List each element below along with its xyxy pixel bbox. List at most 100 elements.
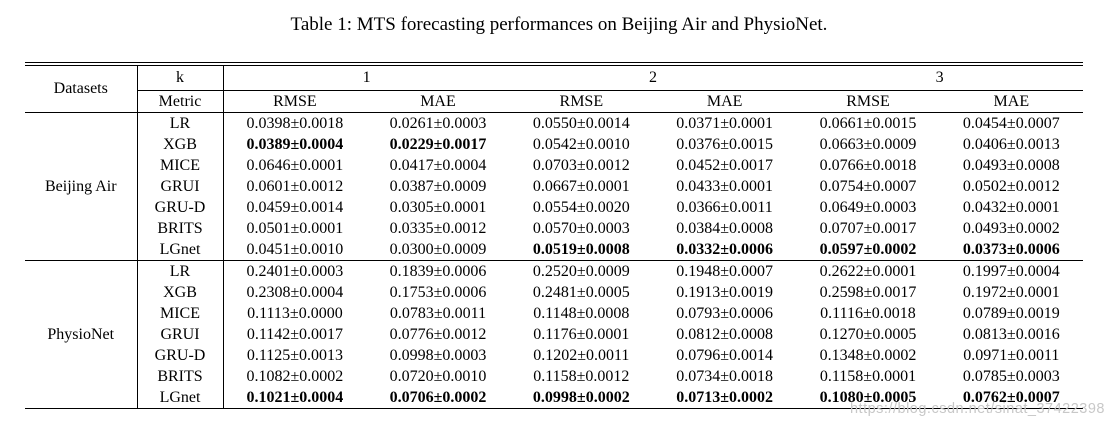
value-cell: 0.0703±0.0012 [532,157,630,174]
method-label: LGnet [137,239,224,261]
col-header-mae-k3: MAE [939,90,1083,113]
value-cell: 0.0432±0.0001 [962,199,1060,216]
value-cell: 0.2520±0.0009 [532,263,630,280]
results-table: Datasets k 1 2 3 Metric RMSE MAE RMSE MA… [25,62,1083,409]
value-cell: 0.0398±0.0018 [246,115,344,132]
value-cell: 0.0554±0.0020 [532,199,630,216]
value-cell: 0.0796±0.0014 [676,347,774,364]
col-header-rmse-k2: RMSE [509,90,653,113]
value-cell: 0.1202±0.0011 [533,347,630,364]
method-label: BRITS [137,366,224,387]
value-cell: 0.0493±0.0008 [962,157,1060,174]
value-cell: 0.0519±0.0008 [509,239,653,261]
value-cell: 0.0493±0.0002 [962,220,1060,237]
value-cell: 0.0300±0.0009 [366,239,510,261]
watermark-text: https://blog.csdn.net/sinat_37422398 [849,401,1105,417]
value-cell: 0.0766±0.0018 [819,157,917,174]
k-group-1-header: 1 [223,64,510,91]
section-beijing-air: Beijing Air LR 0.0398±0.0018 0.0261±0.0003 0… [25,112,1083,261]
value-cell: 0.1348±0.0002 [819,347,917,364]
value-cell: 0.0451±0.0010 [223,239,367,261]
method-label: XGB [137,134,224,155]
value-cell: 0.0417±0.0004 [389,157,487,174]
value-cell: 0.0713±0.0002 [652,387,797,409]
table-row: GRU-D 0.1125±0.0013 0.0998±0.0003 0.1202±0.… [25,345,1083,366]
value-cell: 0.0663±0.0009 [819,136,917,153]
value-cell: 0.1997±0.0004 [962,263,1060,280]
method-label: MICE [137,155,224,176]
k-group-3-header: 3 [796,64,1083,91]
method-label: GRU-D [137,345,224,366]
value-cell: 0.0597±0.0002 [796,239,940,261]
value-cell: 0.0783±0.0011 [389,305,487,322]
col-header-datasets: Datasets [25,64,138,113]
value-cell: 0.0785±0.0003 [962,368,1060,385]
table-row: LGnet 0.1021±0.0004 0.0706±0.0002 0.0998±0.… [25,387,1083,409]
value-cell: 0.0776±0.0012 [389,326,487,343]
header-row-k: Datasets k 1 2 3 [25,64,1083,113]
dataset-label: Beijing Air [25,112,138,261]
value-cell: 0.0754±0.0007 [819,178,917,195]
section-physionet: PhysioNet LR 0.2401±0.0003 0.1839±0.0006 0.2… [25,260,1083,409]
value-cell: 0.0550±0.0014 [532,115,630,132]
value-cell: 0.0971±0.0011 [963,347,1060,364]
value-cell: 0.0998±0.0002 [509,387,653,409]
value-cell: 0.0459±0.0014 [246,199,344,216]
table-row: GRU-D 0.0459±0.0014 0.0305±0.0001 0.0554±0.… [25,197,1083,218]
value-cell: 0.0384±0.0008 [676,220,774,237]
value-cell: 0.0371±0.0001 [676,115,774,132]
value-cell: 0.0667±0.0001 [532,178,630,195]
value-cell: 0.0812±0.0008 [676,326,774,343]
value-cell: 0.0454±0.0007 [962,115,1060,132]
value-cell: 0.1839±0.0006 [389,263,487,280]
value-cell: 0.0707±0.0017 [819,220,917,237]
method-label: LGnet [137,387,224,409]
method-label: LR [137,112,224,134]
value-cell: 0.1158±0.0012 [533,368,630,385]
value-cell: 0.1116±0.0018 [820,305,916,322]
method-label: LR [137,260,224,282]
value-cell: 0.0502±0.0012 [962,178,1060,195]
col-header-k: k [137,64,224,91]
value-cell: 0.0373±0.0006 [939,239,1083,261]
value-cell: 0.2598±0.0017 [819,284,917,301]
header-row-metric: Metric RMSE MAE RMSE MAE RMSE MAE [25,90,1083,113]
table-row: PhysioNet LR 0.2401±0.0003 0.1839±0.0006 0.2… [25,260,1083,409]
value-cell: 0.0789±0.0019 [962,305,1060,322]
value-cell: 0.0646±0.0001 [246,157,344,174]
dataset-label: PhysioNet [25,260,138,409]
table-row: GRUI 0.1142±0.0017 0.0776±0.0012 0.1176±0.0… [25,324,1083,345]
table-row: MICE 0.1113±0.0000 0.0783±0.0011 0.1148±0.0… [25,303,1083,324]
value-cell: 0.0406±0.0013 [962,136,1060,153]
table-row: Beijing Air LR 0.0398±0.0018 0.0261±0.0003 0… [25,112,1083,261]
value-cell: 0.1142±0.0017 [246,326,343,343]
value-cell: 0.0793±0.0006 [676,305,774,322]
table-row: XGB 0.0389±0.0004 0.0229±0.0017 0.0542±0.00… [25,134,1083,155]
value-cell: 0.0229±0.0017 [389,136,487,153]
value-cell: 0.0335±0.0012 [389,220,487,237]
col-header-metric: Metric [137,90,224,113]
value-cell: 0.1125±0.0013 [246,347,343,364]
value-cell: 0.0661±0.0015 [819,115,917,132]
value-cell: 0.2481±0.0005 [532,284,630,301]
table-row: GRUI 0.0601±0.0012 0.0387±0.0009 0.0667±0.0… [25,176,1083,197]
value-cell: 0.0720±0.0010 [389,368,487,385]
value-cell: 0.1113±0.0000 [247,305,343,322]
value-cell: 0.0433±0.0001 [676,178,774,195]
method-label: GRUI [137,324,224,345]
value-cell: 0.0649±0.0003 [819,199,917,216]
value-cell: 0.2622±0.0001 [819,263,917,280]
value-cell: 0.0501±0.0001 [246,220,344,237]
value-cell: 0.1148±0.0008 [533,305,630,322]
value-cell: 0.0601±0.0012 [246,178,344,195]
table-row: BRITS 0.1082±0.0002 0.0720±0.0010 0.1158±0.… [25,366,1083,387]
col-header-mae-k1: MAE [366,90,510,113]
value-cell: 0.0734±0.0018 [676,368,774,385]
value-cell: 0.0366±0.0011 [676,199,773,216]
k-group-2-header: 2 [509,64,797,91]
value-cell: 0.0376±0.0015 [676,136,774,153]
value-cell: 0.2308±0.0004 [246,284,344,301]
value-cell: 0.0452±0.0017 [676,157,774,174]
value-cell: 0.1158±0.0001 [819,368,917,385]
value-cell: 0.0542±0.0010 [532,136,630,153]
